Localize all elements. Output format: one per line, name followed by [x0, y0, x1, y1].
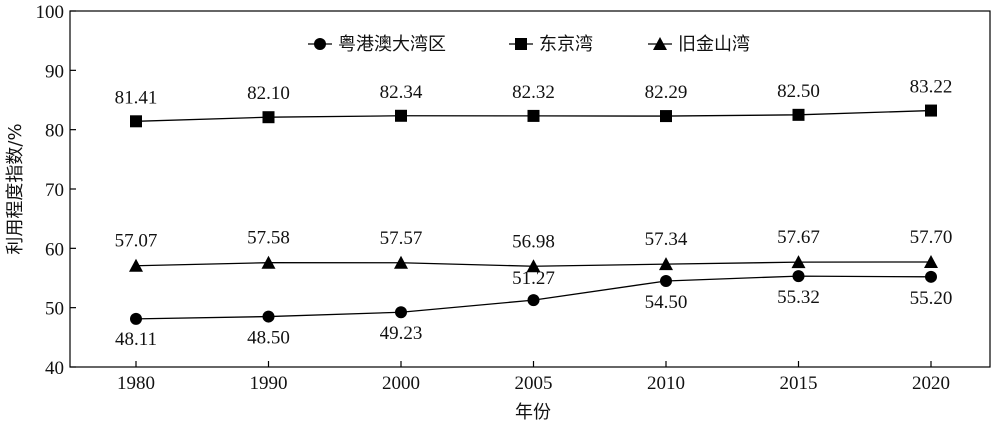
- data-point: [527, 294, 540, 307]
- data-label: 55.32: [777, 287, 820, 308]
- data-label: 56.98: [512, 231, 555, 252]
- data-point: [129, 258, 143, 272]
- legend-marker: [314, 38, 326, 50]
- data-point: [659, 257, 673, 271]
- data-point: [660, 274, 672, 287]
- data-point: [924, 254, 938, 268]
- data-point: [925, 104, 937, 117]
- legend-item-triangle: 旧金山湾: [648, 34, 750, 55]
- y-tick-label: 100: [36, 2, 65, 23]
- x-tick-label: 2010: [647, 373, 685, 394]
- data-point: [395, 109, 407, 122]
- data-label: 57.07: [115, 231, 158, 252]
- data-label: 82.50: [777, 81, 820, 102]
- data-label: 82.29: [645, 82, 688, 103]
- x-tick-label: 1990: [250, 373, 288, 394]
- y-tick-label: 80: [45, 121, 64, 142]
- legend-marker: [515, 38, 527, 50]
- data-label: 57.58: [247, 228, 290, 249]
- y-tick-label: 40: [45, 358, 64, 379]
- legend-label: 粤港澳大湾区: [338, 34, 446, 55]
- series-circle: 48.11 48.50 49.23 51.27 54.50 55.32 55.20: [115, 268, 952, 350]
- data-point: [792, 270, 805, 283]
- data-label: 57.34: [645, 229, 688, 250]
- plot-frame: [69, 10, 991, 368]
- series-layer: 48.11 48.50 49.23 51.27 54.50 55.32 55.20 81.41…: [115, 77, 953, 350]
- data-point: [130, 115, 142, 128]
- data-label: 57.70: [910, 227, 953, 248]
- x-tick-label: 1980: [117, 373, 155, 394]
- data-point: [660, 110, 672, 123]
- y-tick-label: 50: [45, 299, 64, 320]
- data-point: [792, 108, 805, 121]
- data-label: 48.11: [115, 329, 157, 350]
- legend-label: 东京湾: [539, 34, 593, 55]
- data-label: 55.20: [910, 288, 953, 309]
- x-axis: 1980 1990 2000 2005 2010 2015 2020: [117, 361, 950, 394]
- legend-item-circle: 粤港澳大湾区: [308, 34, 446, 55]
- legend-item-square: 东京湾: [509, 34, 593, 55]
- data-point: [130, 312, 142, 325]
- series-triangle: 57.07 57.58 57.57 56.98 57.34 57.67 57.70: [115, 227, 953, 273]
- data-point: [262, 111, 275, 124]
- y-tick-label: 60: [45, 239, 64, 260]
- data-label: 82.32: [512, 82, 555, 103]
- data-label: 82.34: [380, 82, 423, 103]
- legend: 粤港澳大湾区 东京湾 旧金山湾: [308, 34, 750, 55]
- x-tick-label: 2005: [515, 373, 553, 394]
- data-point: [925, 270, 937, 283]
- data-point: [262, 310, 275, 323]
- data-point: [394, 255, 408, 269]
- data-label: 57.57: [380, 228, 423, 249]
- x-axis-title: 年份: [515, 402, 551, 423]
- data-label: 57.67: [777, 227, 820, 248]
- y-axis: 40 50 60 70 80 90 100: [36, 2, 76, 379]
- data-label: 51.27: [512, 268, 555, 289]
- legend-label: 旧金山湾: [678, 34, 750, 55]
- data-label: 81.41: [115, 87, 158, 108]
- y-tick-label: 70: [45, 180, 64, 201]
- x-tick-label: 2000: [382, 373, 420, 394]
- y-tick-label: 90: [45, 61, 64, 82]
- data-label: 48.50: [247, 328, 290, 349]
- data-point: [526, 259, 541, 273]
- data-point: [261, 255, 276, 269]
- series-square: 81.41 82.10 82.34 82.32 82.29 82.50 83.22: [115, 77, 953, 128]
- legend-marker: [653, 37, 667, 50]
- data-label: 83.22: [910, 77, 953, 98]
- data-point: [395, 306, 407, 319]
- data-label: 54.50: [645, 292, 688, 313]
- data-label: 82.10: [247, 83, 290, 104]
- data-point: [791, 255, 806, 269]
- data-point: [527, 109, 540, 122]
- x-tick-label: 2020: [912, 373, 950, 394]
- data-label: 49.23: [380, 323, 423, 344]
- x-tick-label: 2015: [780, 373, 818, 394]
- y-axis-title: 利用程度指数/%: [5, 123, 26, 254]
